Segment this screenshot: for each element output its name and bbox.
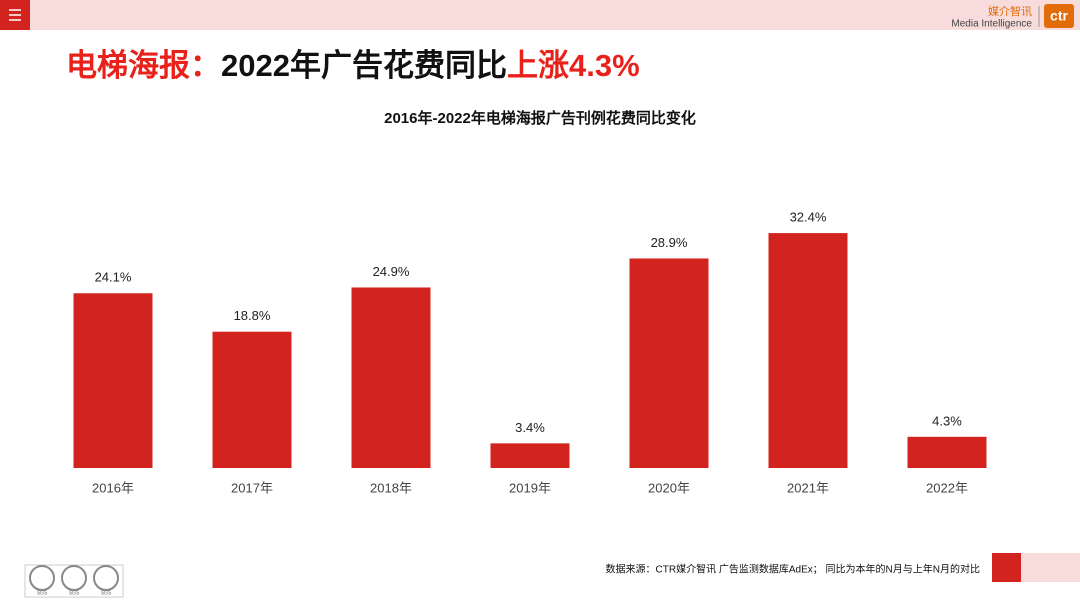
x-tick-label: 2017年 <box>231 480 273 495</box>
x-tick-label: 2019年 <box>509 480 551 495</box>
badge-text: SGS <box>69 590 80 596</box>
chart-title: 2016年-2022年电梯海报广告刊例花费同比变化 <box>384 109 696 127</box>
top-bar <box>0 0 1080 30</box>
x-tick-label: 2020年 <box>648 480 690 495</box>
bar <box>907 436 987 468</box>
badge-text: SGS <box>37 590 48 596</box>
headline-part: 2022年广告花费同比 <box>221 48 507 83</box>
data-label: 4.3% <box>932 413 962 428</box>
headline-part: 电梯海报： <box>66 48 221 83</box>
data-label: 24.9% <box>373 264 410 279</box>
bar <box>629 258 709 468</box>
x-tick-label: 2016年 <box>92 480 134 495</box>
brand-cn: 媒介智讯 <box>988 4 1032 18</box>
data-label: 18.8% <box>234 308 271 323</box>
logo: ctr <box>1050 8 1068 24</box>
source-note: 数据来源：CTR媒介智讯 广告监测数据库AdEx； 同比为本年的N月与上年N月的… <box>606 563 980 576</box>
data-label: 32.4% <box>790 210 827 225</box>
data-label: 3.4% <box>515 420 545 435</box>
bar <box>490 443 570 468</box>
logo-box <box>1044 4 1074 28</box>
headline-part: 上涨4.3% <box>507 48 640 83</box>
data-label: 28.9% <box>651 235 688 250</box>
footer-square <box>992 553 1021 582</box>
bar <box>351 287 431 468</box>
bar <box>73 293 153 468</box>
brand-en: Media Intelligence <box>951 19 1032 30</box>
data-label: 24.1% <box>95 270 132 285</box>
x-tick-label: 2018年 <box>370 480 412 495</box>
menu-icon <box>9 9 21 21</box>
x-tick-label: 2022年 <box>926 480 968 495</box>
badge <box>29 565 55 591</box>
badges: SGS SGS SGS <box>24 564 124 598</box>
headline: 电梯海报：2022年广告花费同比上涨4.3% <box>66 48 640 83</box>
badge <box>93 565 119 591</box>
bar <box>212 331 292 468</box>
badge <box>61 565 87 591</box>
badge-text: SGS <box>101 590 112 596</box>
x-tick-label: 2021年 <box>787 480 829 495</box>
bar <box>768 233 848 468</box>
